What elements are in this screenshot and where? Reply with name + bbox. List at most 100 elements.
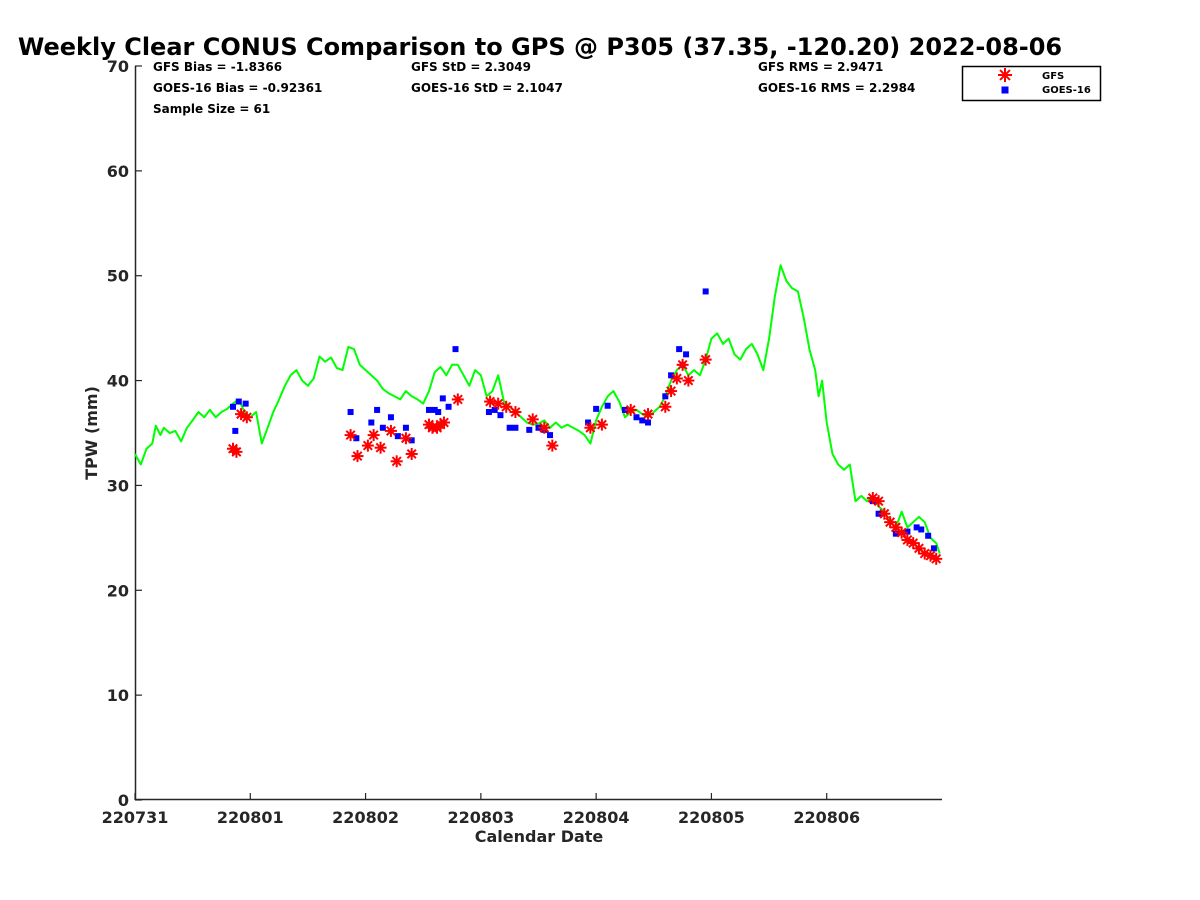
goes-16-point	[379, 424, 386, 431]
goes-16-point	[593, 405, 600, 412]
gfs-point	[889, 521, 902, 534]
gfs-point	[584, 421, 597, 434]
goes-16-point	[439, 395, 446, 402]
chart-title: Weekly Clear CONUS Comparison to GPS @ P…	[18, 33, 1062, 61]
goes-16-point	[547, 432, 554, 439]
x-axis-label: Calendar Date	[475, 827, 604, 846]
gfs-point	[872, 495, 885, 508]
goes-16-point	[229, 403, 236, 410]
gfs-point	[546, 439, 559, 452]
goes-16-point	[633, 414, 640, 421]
y-tick-label: 30	[107, 476, 129, 495]
legend-gfs-label: GFS	[1042, 71, 1064, 82]
gfs-point	[642, 408, 655, 421]
gfs-point	[390, 455, 403, 468]
gfs-bias-stat: GFS Bias = -1.8366	[153, 60, 282, 74]
gfs-std-stat: GFS StD = 2.3049	[411, 60, 531, 74]
x-tick-label: 220806	[793, 808, 860, 827]
gfs-point	[665, 385, 678, 398]
goes-16-point	[526, 426, 533, 433]
goes-16-point	[435, 409, 442, 416]
gfs-point	[595, 418, 608, 431]
goes-16-point	[913, 524, 920, 531]
series-layer	[134, 264, 943, 565]
goes-16-point	[402, 424, 409, 431]
gfs-point	[351, 450, 364, 463]
gfs-point	[437, 416, 450, 429]
gfs-point	[624, 403, 637, 416]
goes-16-point	[235, 398, 242, 405]
x-tick-label: 220731	[102, 808, 169, 827]
goes-16-point	[512, 424, 519, 431]
goes-16-point	[347, 409, 354, 416]
gfs-point	[930, 552, 943, 565]
gfs-point	[405, 447, 418, 460]
y-tick-label: 0	[118, 791, 129, 810]
gfs-point	[878, 507, 891, 520]
goes-16-point	[485, 409, 492, 416]
gfs-point	[361, 439, 374, 452]
y-tick-label: 60	[107, 162, 129, 181]
gfs-point	[484, 395, 497, 408]
goes-16-point	[452, 346, 459, 353]
gfs-point	[374, 441, 387, 454]
gps-series-line	[134, 264, 941, 554]
gfs-point	[500, 400, 513, 413]
goes-16-point	[645, 419, 652, 426]
legend-gfs-marker	[998, 68, 1012, 82]
goes-16-point	[497, 412, 504, 419]
x-tick-label: 220805	[678, 808, 745, 827]
gfs-point	[384, 424, 397, 437]
goes-16-point	[639, 417, 646, 424]
goes-16-point	[353, 435, 360, 442]
goes-16-point	[408, 437, 415, 444]
goes-16-point	[662, 393, 669, 400]
goes-16-point	[925, 532, 932, 539]
x-tick-label: 220802	[332, 808, 399, 827]
y-tick-label: 70	[107, 57, 129, 76]
y-tick-label: 10	[107, 686, 129, 705]
stats-block: GFS Bias = -1.8366 GOES-16 Bias = -0.923…	[153, 60, 915, 116]
gfs-point	[367, 429, 380, 442]
goes-16-point	[702, 288, 709, 295]
legend-goes-label: GOES-16	[1042, 85, 1091, 96]
gfs-point	[399, 432, 412, 445]
goes-bias-stat: GOES-16 Bias = -0.92361	[153, 81, 322, 95]
gfs-rms-stat: GFS RMS = 2.9471	[758, 60, 883, 74]
gfs-point	[509, 406, 522, 419]
gfs-point	[526, 413, 539, 426]
goes-16-point	[930, 545, 937, 552]
x-tick-label: 220804	[563, 808, 630, 827]
sample-size-stat: Sample Size = 61	[153, 102, 270, 116]
goes-16-point	[676, 346, 683, 353]
gfs-point	[659, 400, 672, 413]
gfs-point	[699, 353, 712, 366]
y-ticks: 0 10 20 30 40 50 60 70	[107, 57, 142, 810]
goes-16-point	[585, 419, 592, 426]
goes-16-point	[683, 351, 690, 358]
gfs-point	[344, 429, 357, 442]
goes-16-point	[394, 433, 401, 440]
goes-16-point	[374, 406, 381, 413]
legend: GFS GOES-16	[961, 65, 1102, 102]
goes-16-point	[491, 406, 498, 413]
goes-16-point	[431, 406, 438, 413]
gfs-point	[676, 358, 689, 371]
goes-16-point	[668, 372, 675, 379]
goes-16-point	[368, 419, 375, 426]
legend-goes-marker	[1001, 86, 1009, 94]
x-tick-label: 220801	[217, 808, 284, 827]
gfs-point	[451, 393, 464, 406]
goes-16-point	[387, 414, 394, 421]
gfs-point	[230, 445, 243, 458]
goes-16-point	[918, 526, 925, 533]
gfs-point	[670, 372, 683, 385]
x-ticks: 220731 220801 220802 220803 220804 220805 2208…	[102, 793, 860, 827]
goes-16-point	[232, 427, 239, 434]
gfs-point	[538, 421, 551, 434]
legend-goes-square	[1001, 86, 1009, 94]
goes-16-point	[242, 400, 249, 407]
gfs-point	[682, 374, 695, 387]
goes-16-point	[445, 403, 452, 410]
goes-std-stat: GOES-16 StD = 2.1047	[411, 81, 563, 95]
